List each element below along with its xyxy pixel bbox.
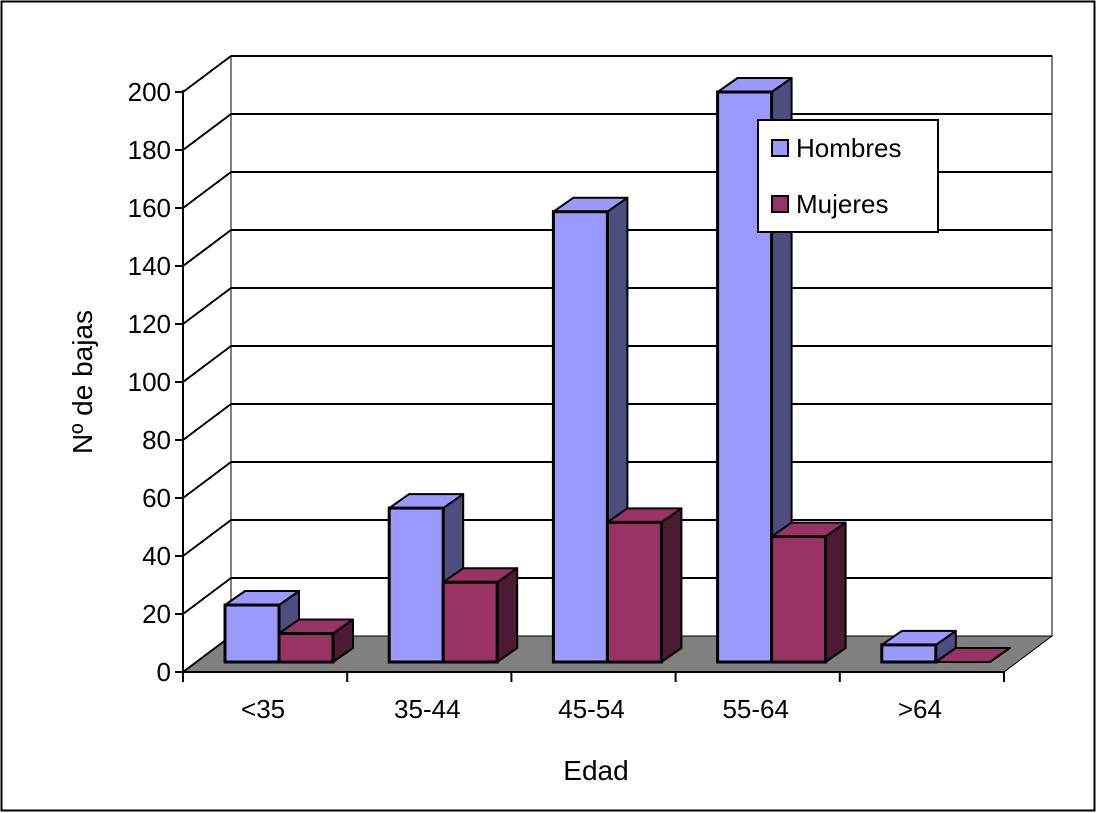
y-tick-label: 20 — [142, 599, 171, 629]
bar-side — [496, 567, 519, 663]
gridline-diagonal — [182, 577, 232, 615]
y-tick-label: 0 — [157, 657, 171, 687]
bar-front — [277, 632, 335, 664]
legend-swatch-hombres — [771, 139, 789, 157]
bar-front — [387, 506, 445, 664]
y-tick-label: 80 — [142, 425, 171, 455]
bar-mujeres — [441, 567, 519, 664]
y-tick-label: 120 — [128, 309, 171, 339]
x-tick-label: >64 — [898, 694, 942, 724]
bar-front — [223, 603, 281, 664]
y-tick-label: 60 — [142, 483, 171, 513]
bar-front — [770, 535, 828, 664]
gridline-diagonal — [182, 461, 232, 499]
legend: Hombres Mujeres — [757, 119, 939, 233]
gridline-diagonal — [182, 55, 232, 93]
x-tick-label: 45-54 — [558, 694, 625, 724]
y-tick-label: 200 — [128, 77, 171, 107]
gridline-diagonal — [182, 287, 232, 325]
bar-front — [441, 580, 499, 664]
gridline-diagonal — [182, 345, 232, 383]
bar-front — [551, 210, 609, 664]
gridline-diagonal — [182, 229, 232, 267]
bar-mujeres — [277, 618, 354, 664]
bar-front — [880, 643, 938, 664]
gridline-diagonal — [182, 635, 232, 673]
y-axis-title: Nº de bajas — [67, 310, 98, 454]
gridline-diagonal — [182, 113, 232, 151]
bar-side — [824, 521, 847, 663]
bar-hombres — [880, 629, 957, 664]
x-tick-label: 35-44 — [394, 694, 461, 724]
gridline-diagonal — [182, 403, 232, 441]
y-tick-label: 160 — [128, 193, 171, 223]
x-axis: <35 35-44 45-54 55-64 >64 — [182, 671, 1005, 724]
legend-swatch-mujeres — [771, 195, 789, 213]
y-tick-label: 40 — [142, 541, 171, 571]
y-tick-label: 100 — [128, 367, 171, 397]
bar-side — [660, 507, 683, 663]
bar-top — [934, 647, 1011, 663]
legend-label-mujeres: Mujeres — [796, 189, 888, 219]
y-tick-label: 180 — [128, 135, 171, 165]
legend-label-hombres: Hombres — [796, 133, 901, 163]
bar-mujeres — [770, 521, 847, 664]
gridline-diagonal — [182, 171, 232, 209]
bar-front — [605, 520, 663, 664]
y-axis: 0 20 40 60 80 100 120 140 160 180 200 — [128, 56, 232, 687]
x-axis-title: Edad — [563, 755, 628, 786]
x-tick-label: 55-64 — [722, 694, 789, 724]
bar-mujeres — [605, 507, 683, 664]
y-tick-label: 140 — [128, 251, 171, 281]
bar-mujeres — [934, 647, 1011, 663]
gridline-diagonal — [182, 519, 232, 557]
x-tick-label: <35 — [241, 694, 285, 724]
legend-box — [757, 119, 939, 233]
bar-hombres — [551, 196, 629, 664]
